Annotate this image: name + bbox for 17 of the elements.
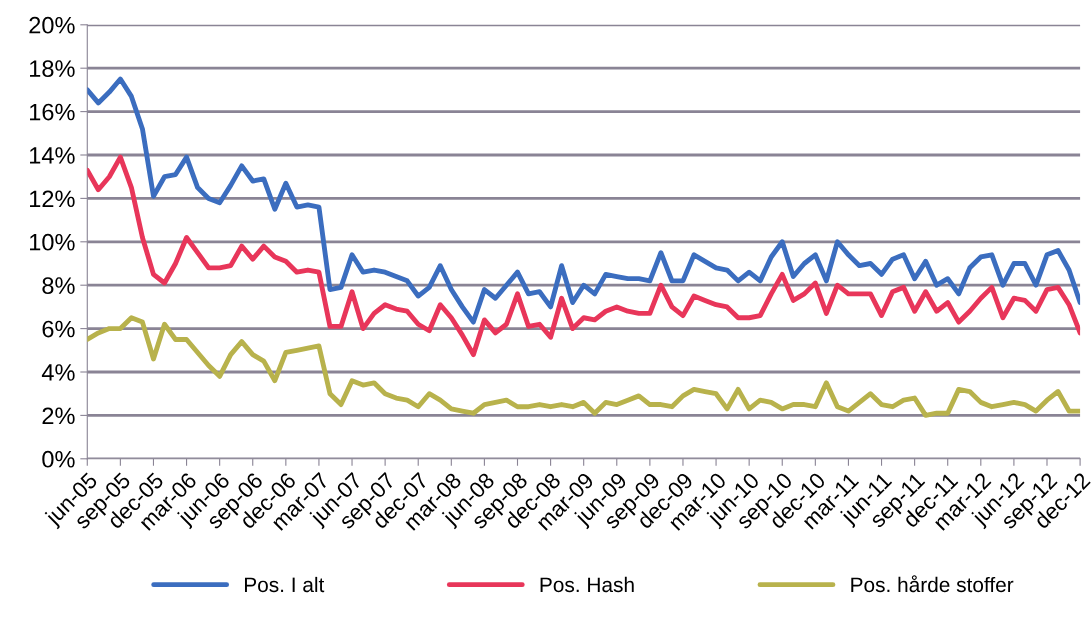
y-tick-label: 16% xyxy=(30,103,75,121)
y-tick-label: 10% xyxy=(30,233,75,251)
y-tick-label: 12% xyxy=(30,190,75,208)
y-tick-label: 18% xyxy=(30,60,75,77)
y-tick-label: 2% xyxy=(42,407,75,425)
y-tick-label: 8% xyxy=(42,277,75,294)
legend-label: Pos. I alt xyxy=(244,576,325,593)
legend-label: Pos. hårde stoffer xyxy=(851,575,1014,593)
line-series xyxy=(87,76,1081,325)
legend-label: Pos. Hash xyxy=(540,576,634,593)
y-tick-label: 6% xyxy=(42,320,75,338)
y-tick-label: 4% xyxy=(41,364,75,381)
line-series xyxy=(87,315,1081,418)
y-tick-label: 14% xyxy=(30,147,75,164)
y-tick-label: 20% xyxy=(29,16,75,34)
y-tick-label: 0% xyxy=(42,450,75,468)
line-series xyxy=(87,154,1081,358)
